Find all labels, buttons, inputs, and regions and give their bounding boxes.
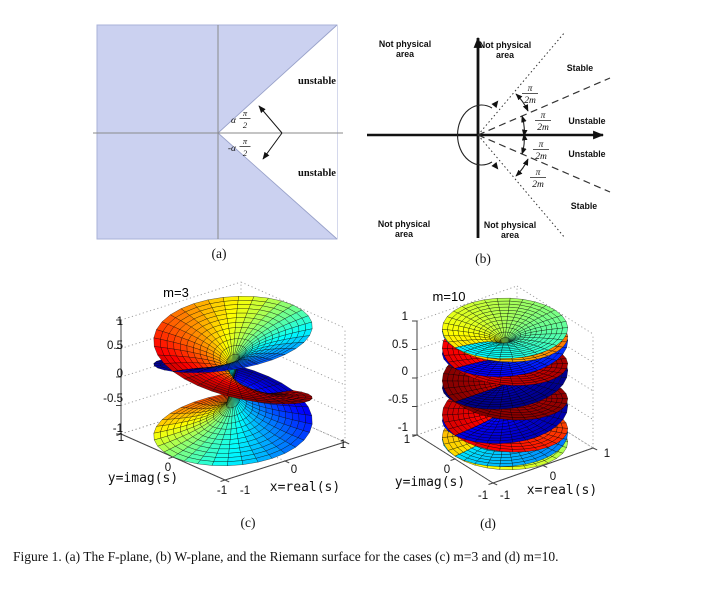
plot-c-ylabel: y=imag(s): [107, 471, 179, 486]
plot-c-xtick: 1: [339, 439, 347, 451]
unstable-label-top: unstable: [298, 76, 336, 87]
panel-b-wplane: π 2m π 2m π 2m π 2m Not physical area N: [367, 31, 611, 266]
plot-d-xtick: 0: [549, 471, 557, 483]
plot-c-ztick: 0.5: [107, 340, 123, 352]
plot-d-ztick: 0: [401, 366, 408, 378]
not-physical-line1: Not physical: [479, 40, 531, 50]
plot-c-ztick: -0.5: [103, 393, 123, 405]
subfig-label-d: (d): [480, 516, 496, 531]
plot-c-title: m=3: [163, 285, 189, 300]
angle-arrow-upper: [258, 105, 283, 134]
alpha-label-top: α: [231, 116, 237, 126]
plot-c-xlabel: x=real(s): [269, 480, 341, 495]
subfig-label-a: (a): [212, 246, 227, 261]
frac-num: π: [528, 84, 533, 94]
frac-den: 2m: [535, 152, 547, 162]
frac-den-top: 2: [243, 120, 248, 130]
plot-d-ytick: 1: [403, 434, 411, 446]
angle-label-1: π 2m: [522, 84, 538, 106]
stable-label-bottom: Stable: [571, 201, 598, 211]
plot-c-ztick: -1: [112, 423, 123, 435]
plot-c-ytick: -1: [216, 485, 228, 497]
not-physical-line1: Not physical: [378, 219, 430, 229]
angle-arrow-lower: [262, 132, 283, 160]
angle-label-3: π 2m: [533, 140, 549, 162]
plot-d-ztick: -1: [397, 422, 408, 434]
panel-a-fplane: α π 2 -α π 2 unstable unstable (a): [93, 24, 343, 261]
frac-den: 2m: [532, 180, 544, 190]
angle-label-4: π 2m: [530, 168, 546, 190]
frac-num: π: [541, 111, 546, 121]
not-physical-bottom-right: Not physical area: [484, 220, 536, 240]
frac-num: π: [539, 140, 544, 150]
plot-c-ztick: 0: [116, 368, 123, 380]
not-physical-line1: Not physical: [484, 220, 536, 230]
not-physical-line2: area: [396, 49, 414, 59]
alpha-label-bottom: -α: [228, 144, 237, 154]
not-physical-bottom-left: Not physical area: [378, 219, 430, 239]
frac-num-bottom: π: [243, 136, 248, 146]
origin-arc-arrow-lower: [491, 162, 499, 170]
unstable-label-lower: Unstable: [568, 149, 605, 159]
frac-den: 2m: [524, 96, 536, 106]
plot-d-ztick: -0.5: [388, 394, 408, 406]
plot-d-xtick: -1: [499, 490, 511, 502]
not-physical-line2: area: [395, 229, 413, 239]
plot-d-ztick: 0.5: [392, 339, 408, 351]
not-physical-line2: area: [501, 230, 519, 240]
unstable-wedge: [218, 25, 337, 239]
plot-d-ztick: 1: [401, 311, 408, 323]
plot-d-ylabel: y=imag(s): [394, 475, 466, 490]
subfig-label-b: (b): [475, 251, 491, 266]
plot-c-ztick: 1: [116, 316, 123, 328]
frac-num-top: π: [243, 108, 248, 118]
plot-c-xtick: -1: [239, 485, 251, 497]
plot-d-title: m=10: [432, 289, 466, 304]
figure-caption: Figure 1. (a) The F-plane, (b) W-plane, …: [13, 549, 559, 564]
plot-c-ytick: 0: [164, 462, 172, 474]
plot-c-xtick: 0: [290, 464, 298, 476]
frac-num: π: [536, 168, 541, 178]
plot-d-xlabel: x=real(s): [526, 483, 598, 498]
not-physical-top-right: Not physical area: [479, 40, 531, 60]
stability-boundary-lower: [477, 134, 611, 193]
origin-arc-arrow-upper: [491, 100, 499, 108]
riemann-surface-canvas: [0, 270, 706, 540]
not-physical-line2: area: [496, 50, 514, 60]
angle-arc-1: [515, 93, 529, 112]
origin-arc: [457, 104, 493, 166]
plot-d-ytick: 0: [443, 464, 451, 476]
not-physical-line1: Not physical: [379, 39, 431, 49]
stable-label-top: Stable: [567, 63, 594, 73]
unstable-label-upper: Unstable: [568, 116, 605, 126]
stability-boundary-upper: [477, 77, 611, 136]
subfig-label-c: (c): [240, 515, 256, 530]
plot-c-ytick: 1: [117, 432, 125, 444]
frac-den: 2m: [537, 123, 549, 133]
unstable-label-bottom: unstable: [298, 168, 336, 179]
not-physical-top-left: Not physical area: [379, 39, 431, 59]
frac-den-bottom: 2: [243, 148, 248, 158]
angle-arc-4: [521, 133, 528, 155]
angle-arc-2: [521, 115, 528, 137]
plot-d-xtick: 1: [603, 448, 611, 460]
plot-d-ytick: -1: [477, 490, 489, 502]
angle-arc-3: [515, 158, 529, 177]
angle-label-2: π 2m: [535, 111, 551, 133]
